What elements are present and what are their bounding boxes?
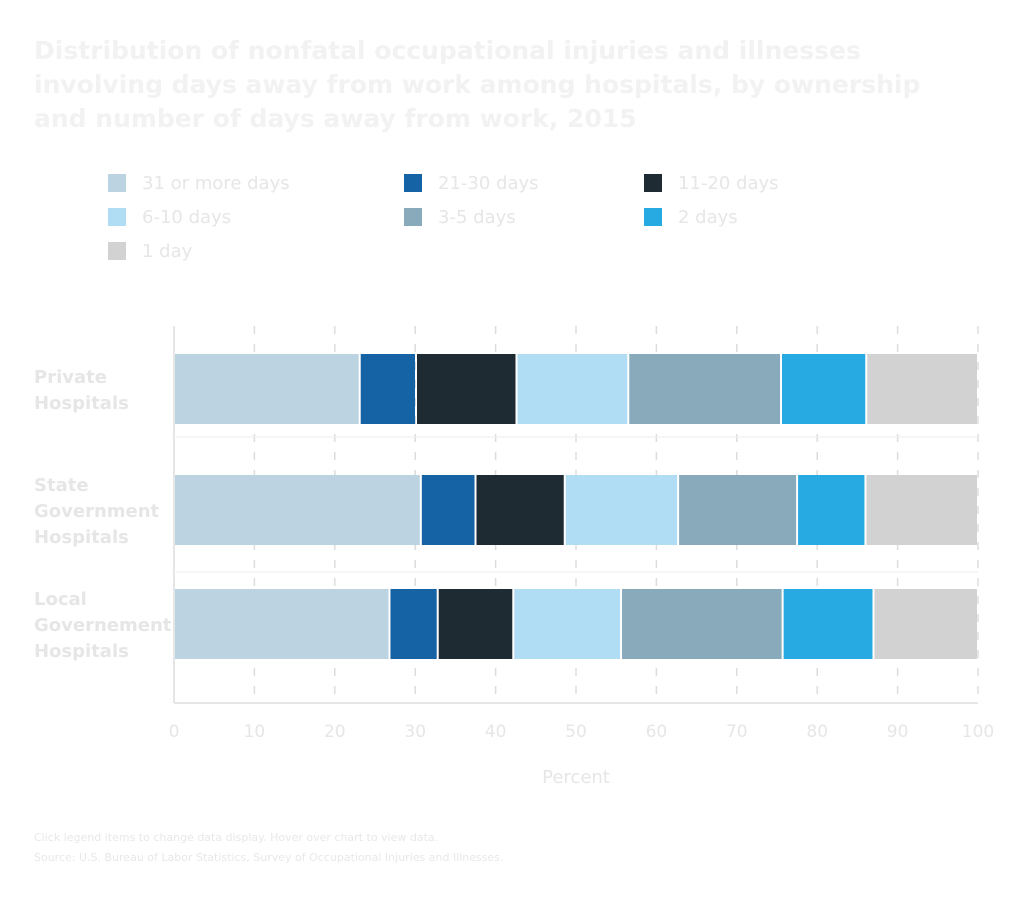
legend-item-3-5-days[interactable]: 3-5 days — [404, 204, 644, 230]
legend-label: 2 days — [678, 206, 738, 228]
bar-segment[interactable] — [417, 354, 516, 424]
bar-segment[interactable] — [476, 475, 564, 545]
category-label: Hospitals — [34, 393, 129, 414]
x-tick-label: 60 — [646, 722, 668, 742]
bar-segment[interactable] — [629, 354, 781, 424]
legend-label: 21-30 days — [438, 172, 539, 194]
x-tick-label: 100 — [962, 722, 994, 742]
x-axis-label: Percent — [542, 767, 610, 788]
x-tick-label: 50 — [565, 722, 587, 742]
category-label: Governement — [34, 615, 172, 636]
legend-label: 6-10 days — [142, 206, 232, 228]
legend-swatch — [404, 208, 422, 226]
legend-item-11-20-days[interactable]: 11-20 days — [644, 170, 884, 196]
x-tick-label: 10 — [244, 722, 266, 742]
bar-segment[interactable] — [421, 475, 475, 545]
bar-segment[interactable] — [175, 354, 359, 424]
x-tick-label: 90 — [887, 722, 909, 742]
bar-segment[interactable] — [565, 475, 678, 545]
x-tick-label: 0 — [169, 722, 180, 742]
category-label: Government — [34, 501, 160, 522]
legend-label: 11-20 days — [678, 172, 779, 194]
bar-segment[interactable] — [622, 589, 782, 659]
chart-footer: Click legend items to change data displa… — [34, 828, 504, 868]
legend-swatch — [644, 174, 662, 192]
bar-segment[interactable] — [175, 475, 420, 545]
legend-swatch — [108, 242, 126, 260]
legend-item-31-or-more-days[interactable]: 31 or more days — [108, 170, 404, 196]
legend-swatch — [108, 208, 126, 226]
bar-segment[interactable] — [782, 354, 866, 424]
bar-segment[interactable] — [360, 354, 416, 424]
bar-segment[interactable] — [867, 354, 977, 424]
bar-segment[interactable] — [874, 589, 977, 659]
legend-label: 31 or more days — [142, 172, 290, 194]
legend-label: 1 day — [142, 240, 193, 262]
bar-segment[interactable] — [866, 475, 977, 545]
category-label: State — [34, 475, 89, 496]
bar-segment[interactable] — [679, 475, 797, 545]
legend-swatch — [644, 208, 662, 226]
bar-segment[interactable] — [390, 589, 437, 659]
legend-label: 3-5 days — [438, 206, 516, 228]
x-tick-label: 20 — [324, 722, 346, 742]
bar-segment[interactable] — [175, 589, 389, 659]
category-label: Hospitals — [34, 527, 129, 548]
legend-item-1-day[interactable]: 1 day — [108, 238, 404, 264]
bar-segment[interactable] — [798, 475, 865, 545]
footer-note: Click legend items to change data displa… — [34, 831, 439, 844]
legend-swatch — [108, 174, 126, 192]
x-tick-label: 80 — [806, 722, 828, 742]
category-label: Hospitals — [34, 641, 129, 662]
x-tick-label: 40 — [485, 722, 507, 742]
bar-segment[interactable] — [517, 354, 628, 424]
bar-segment[interactable] — [514, 589, 621, 659]
x-tick-label: 70 — [726, 722, 748, 742]
footer-source: Source: U.S. Bureau of Labor Statistics,… — [34, 851, 504, 864]
category-label: Local — [34, 589, 87, 610]
legend-item-2-days[interactable]: 2 days — [644, 204, 884, 230]
x-tick-label: 30 — [404, 722, 426, 742]
category-label: Private — [34, 367, 107, 388]
chart-legend: 31 or more days 21-30 days 11-20 days 6-… — [108, 170, 908, 264]
bar-segment[interactable] — [438, 589, 513, 659]
bar-segment[interactable] — [783, 589, 873, 659]
chart-title: Distribution of nonfatal occupational in… — [34, 36, 921, 133]
legend-swatch — [404, 174, 422, 192]
legend-item-21-30-days[interactable]: 21-30 days — [404, 170, 644, 196]
legend-item-6-10-days[interactable]: 6-10 days — [108, 204, 404, 230]
